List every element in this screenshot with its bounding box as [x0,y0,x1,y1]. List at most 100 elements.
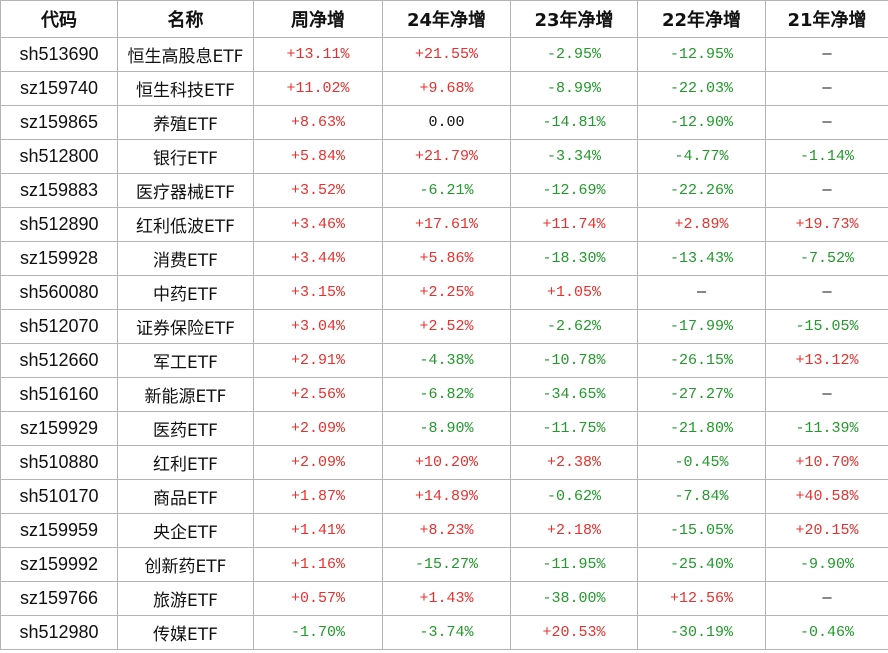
value-cell: +3.44% [253,241,383,276]
table-row: sh512800 银行ETF +5.84% +21.79% -3.34% -4.77% -1… [0,139,888,174]
name-cell: 养殖ETF [117,105,254,140]
table-row: sh516160 新能源ETF +2.56% -6.82% -34.65% -27.27%… [0,377,888,412]
value-cell: +2.56% [253,377,383,412]
code-cell: sh510880 [0,445,118,480]
table-row: sz159740 恒生科技ETF +11.02% +9.68% -8.99% -22.03… [0,71,888,106]
value-cell: -0.62% [510,479,638,514]
value-cell: -9.90% [765,547,888,582]
value-cell: -22.26% [637,173,766,208]
value-cell: -12.69% [510,173,638,208]
value-cell: +2.91% [253,343,383,378]
value-cell: +11.74% [510,207,638,242]
table-row: sh512070 证券保险ETF +3.04% +2.52% -2.62% -17.99%… [0,309,888,344]
value-cell: -4.77% [637,139,766,174]
value-cell: +2.38% [510,445,638,480]
table-row: sh510170 商品ETF +1.87% +14.89% -0.62% -7.84% +4… [0,479,888,514]
value-cell: -15.05% [637,513,766,548]
value-cell: +17.61% [382,207,511,242]
header-cell: 代码 [0,0,118,38]
value-cell: +21.79% [382,139,511,174]
table-body: sh513690 恒生高股息ETF +13.11% +21.55% -2.95% -12.… [0,37,888,650]
value-cell: +1.43% [382,581,511,616]
value-cell: -14.81% [510,105,638,140]
table-row: sh513690 恒生高股息ETF +13.11% +21.55% -2.95% -12.… [0,37,888,72]
value-cell: +8.23% [382,513,511,548]
code-cell: sz159928 [0,241,118,276]
value-cell: — [765,71,888,106]
table-row: sh512980 传媒ETF -1.70% -3.74% +20.53% -30.19% -… [0,615,888,650]
value-cell: -27.27% [637,377,766,412]
code-cell: sz159740 [0,71,118,106]
name-cell: 新能源ETF [117,377,254,412]
value-cell: +19.73% [765,207,888,242]
code-cell: sh516160 [0,377,118,412]
value-cell: -3.74% [382,615,511,650]
value-cell: -4.38% [382,343,511,378]
code-cell: sh512890 [0,207,118,242]
name-cell: 恒生科技ETF [117,71,254,106]
value-cell: -0.45% [637,445,766,480]
value-cell: -10.78% [510,343,638,378]
value-cell: -7.84% [637,479,766,514]
value-cell: -26.15% [637,343,766,378]
table-row: sz159929 医药ETF +2.09% -8.90% -11.75% -21.80% -… [0,411,888,446]
value-cell: -11.75% [510,411,638,446]
table-row: sh512890 红利低波ETF +3.46% +17.61% +11.74% +2.89… [0,207,888,242]
value-cell: +40.58% [765,479,888,514]
table-row: sz159865 养殖ETF +8.63% 0.00 -14.81% -12.90% — [0,105,888,140]
value-cell: +21.55% [382,37,511,72]
value-cell: — [765,377,888,412]
value-cell: +12.56% [637,581,766,616]
name-cell: 商品ETF [117,479,254,514]
value-cell: +2.09% [253,445,383,480]
code-cell: sh512070 [0,309,118,344]
value-cell: -0.46% [765,615,888,650]
value-cell: — [765,173,888,208]
value-cell: +10.20% [382,445,511,480]
header-cell: 21年净增 [765,0,888,38]
value-cell: -17.99% [637,309,766,344]
name-cell: 恒生高股息ETF [117,37,254,72]
value-cell: +0.57% [253,581,383,616]
value-cell: +1.87% [253,479,383,514]
table-row: sh512660 军工ETF +2.91% -4.38% -10.78% -26.15% +… [0,343,888,378]
value-cell: -13.43% [637,241,766,276]
name-cell: 红利ETF [117,445,254,480]
value-cell: — [637,275,766,310]
name-cell: 红利低波ETF [117,207,254,242]
header-cell: 名称 [117,0,254,38]
value-cell: — [765,581,888,616]
value-cell: +1.05% [510,275,638,310]
code-cell: sh510170 [0,479,118,514]
value-cell: +20.53% [510,615,638,650]
value-cell: +20.15% [765,513,888,548]
value-cell: -30.19% [637,615,766,650]
table-row: sh560080 中药ETF +3.15% +2.25% +1.05% — — [0,275,888,310]
header-row: 代码 名称 周净增 24年净增 23年净增 22年净增 21年净增 [0,0,888,38]
value-cell: -7.52% [765,241,888,276]
table-row: sz159766 旅游ETF +0.57% +1.43% -38.00% +12.56% — [0,581,888,616]
value-cell: -18.30% [510,241,638,276]
value-cell: +3.04% [253,309,383,344]
value-cell: -1.70% [253,615,383,650]
header-cell: 24年净增 [382,0,511,38]
table-row: sz159883 医疗器械ETF +3.52% -6.21% -12.69% -22.26… [0,173,888,208]
value-cell: -3.34% [510,139,638,174]
value-cell: -38.00% [510,581,638,616]
name-cell: 军工ETF [117,343,254,378]
value-cell: +1.16% [253,547,383,582]
value-cell: -11.39% [765,411,888,446]
code-cell: sh560080 [0,275,118,310]
name-cell: 银行ETF [117,139,254,174]
table-row: sh510880 红利ETF +2.09% +10.20% +2.38% -0.45% +1… [0,445,888,480]
value-cell: -1.14% [765,139,888,174]
value-cell: 0.00 [382,105,511,140]
value-cell: +13.11% [253,37,383,72]
value-cell: +1.41% [253,513,383,548]
code-cell: sh513690 [0,37,118,72]
code-cell: sz159992 [0,547,118,582]
name-cell: 中药ETF [117,275,254,310]
value-cell: +11.02% [253,71,383,106]
